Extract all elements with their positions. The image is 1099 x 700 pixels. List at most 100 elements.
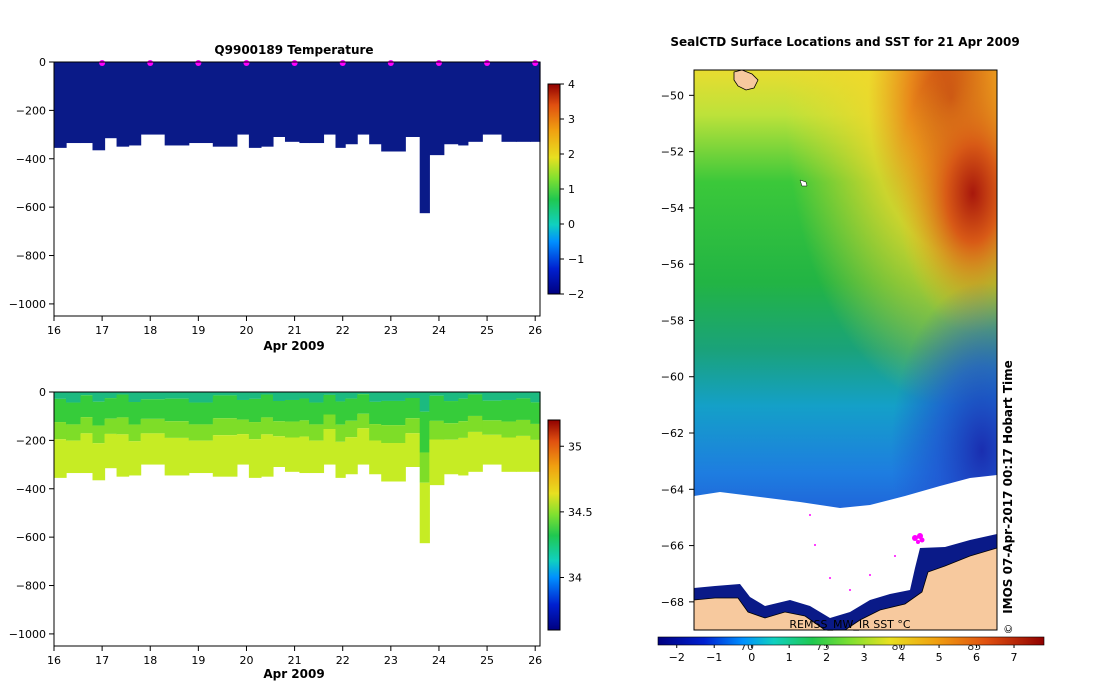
salinity-layer — [92, 425, 106, 444]
salinity-layer — [212, 395, 238, 419]
y-tick-label: −600 — [16, 531, 46, 544]
salinity-layer — [299, 392, 310, 399]
salinity-layer — [335, 392, 346, 402]
salinity-layer — [419, 482, 430, 544]
salinity-layer — [248, 439, 262, 478]
salinity-layer — [66, 402, 82, 425]
salinity-layer — [116, 434, 130, 477]
salinity-layer — [212, 418, 238, 436]
salinity-layer — [419, 392, 430, 412]
salinity-layer — [284, 437, 301, 472]
coastal-band — [694, 534, 997, 630]
colorbar-gradient — [548, 84, 560, 294]
temperature-profile-bar — [335, 62, 346, 148]
colorbar-frame — [547, 419, 561, 631]
salinity-layer — [458, 392, 469, 399]
x-tick-label: 16 — [47, 654, 61, 667]
temperature-xlabel: Apr 2009 — [263, 339, 324, 353]
salinity-layer — [140, 399, 166, 419]
seal-track-point — [917, 533, 923, 539]
temperature-profile-bar — [429, 62, 445, 156]
salinity-layer — [429, 420, 445, 440]
x-tick-label: 25 — [480, 324, 494, 337]
salinity-layer — [530, 423, 541, 440]
salinity-layer — [458, 398, 469, 422]
y-tick-label: −200 — [16, 434, 46, 447]
salinity-layer — [128, 392, 142, 403]
lat-tick-label: −64 — [661, 483, 684, 496]
salinity-layer — [164, 421, 190, 438]
salinity-layer — [116, 392, 130, 395]
temperature-colorbar: 4 3 2 1 0 −1 −2 — [547, 78, 584, 301]
salinity-layer — [345, 420, 358, 438]
profile-marker — [243, 60, 250, 66]
x-tick-label: 24 — [432, 654, 446, 667]
salinity-layer — [501, 399, 517, 422]
y-tick-label: −800 — [16, 250, 46, 263]
salinity-layer — [323, 429, 337, 465]
salinity-layer — [309, 402, 325, 425]
sst-map-panel: SealCTD Surface Locations and SST for 21… — [657, 35, 1045, 664]
seal-track-point — [849, 589, 851, 591]
salinity-layer — [92, 392, 106, 402]
x-tick-label: 26 — [528, 324, 542, 337]
x-tick-label: 23 — [384, 324, 398, 337]
temperature-axes-frame — [53, 61, 541, 317]
temperature-y-axis: 0 −200 −400 −600 −800 −1000 — [9, 56, 54, 311]
sst-colorbar: −2 −1 0 1 2 3 4 5 6 7 — [657, 636, 1045, 664]
temperature-panel: Q9900189 Temperature 0 −200 −400 −600 −800 −1… — [9, 43, 584, 353]
colorbar-gradient — [548, 420, 560, 630]
temperature-profile-bar — [530, 62, 541, 142]
sst-colorbar-tick-label: 5 — [936, 651, 943, 664]
salinity-layer — [92, 401, 106, 426]
salinity-layer — [335, 441, 346, 478]
x-tick-label: 18 — [143, 324, 157, 337]
salinity-layer — [248, 392, 262, 399]
salinity-layer — [309, 392, 325, 403]
temperature-profile-bar — [116, 62, 130, 147]
salinity-layer — [443, 392, 459, 402]
salinity-colorbar: 35 34.5 34 — [547, 419, 593, 631]
sst-colorbar-tick-label: 7 — [1011, 651, 1018, 664]
salinity-layer — [381, 392, 406, 401]
salinity-layer — [369, 392, 382, 402]
salinity-layer — [443, 423, 459, 440]
salinity-layer — [515, 419, 531, 436]
salinity-layer — [429, 395, 445, 421]
profile-marker — [291, 60, 298, 66]
salinity-layer — [443, 439, 459, 475]
salinity-layer — [140, 433, 166, 465]
salinity-layer — [164, 392, 190, 399]
salinity-layer — [284, 399, 301, 422]
temperature-profile-bar — [54, 62, 67, 148]
salinity-layer — [66, 424, 82, 441]
sst-product-label: REMSS_MW_IR SST °C — [789, 618, 910, 631]
salinity-layer — [299, 436, 310, 474]
salinity-layer — [128, 424, 142, 442]
temperature-profile-bar — [299, 62, 310, 144]
heard-island — [799, 179, 808, 187]
temperature-profile-bar — [92, 62, 106, 151]
temperature-profile-bar — [260, 62, 274, 147]
salinity-layer — [443, 401, 459, 424]
salinity-layer — [66, 440, 82, 474]
sst-colorbar-tick-label: 3 — [861, 651, 868, 664]
temperature-profile-bar — [482, 62, 503, 135]
x-tick-label: 18 — [143, 654, 157, 667]
profile-marker — [435, 60, 442, 66]
island — [733, 69, 759, 91]
salinity-layer — [128, 441, 142, 476]
salinity-layer — [405, 418, 421, 434]
sst-colorbar-tick-label: 6 — [973, 651, 980, 664]
salinity-layer — [104, 392, 118, 399]
seal-track-point — [814, 544, 816, 546]
seal-track-point — [912, 535, 918, 541]
salinity-layer — [467, 392, 483, 395]
salinity-axes-frame — [53, 391, 541, 647]
y-tick-label: 0 — [39, 386, 46, 399]
salinity-layer — [323, 394, 337, 415]
salinity-layer — [309, 440, 325, 474]
salinity-layer — [482, 400, 503, 421]
salinity-plot-area — [54, 392, 541, 544]
lat-tick-label: −52 — [661, 146, 684, 159]
